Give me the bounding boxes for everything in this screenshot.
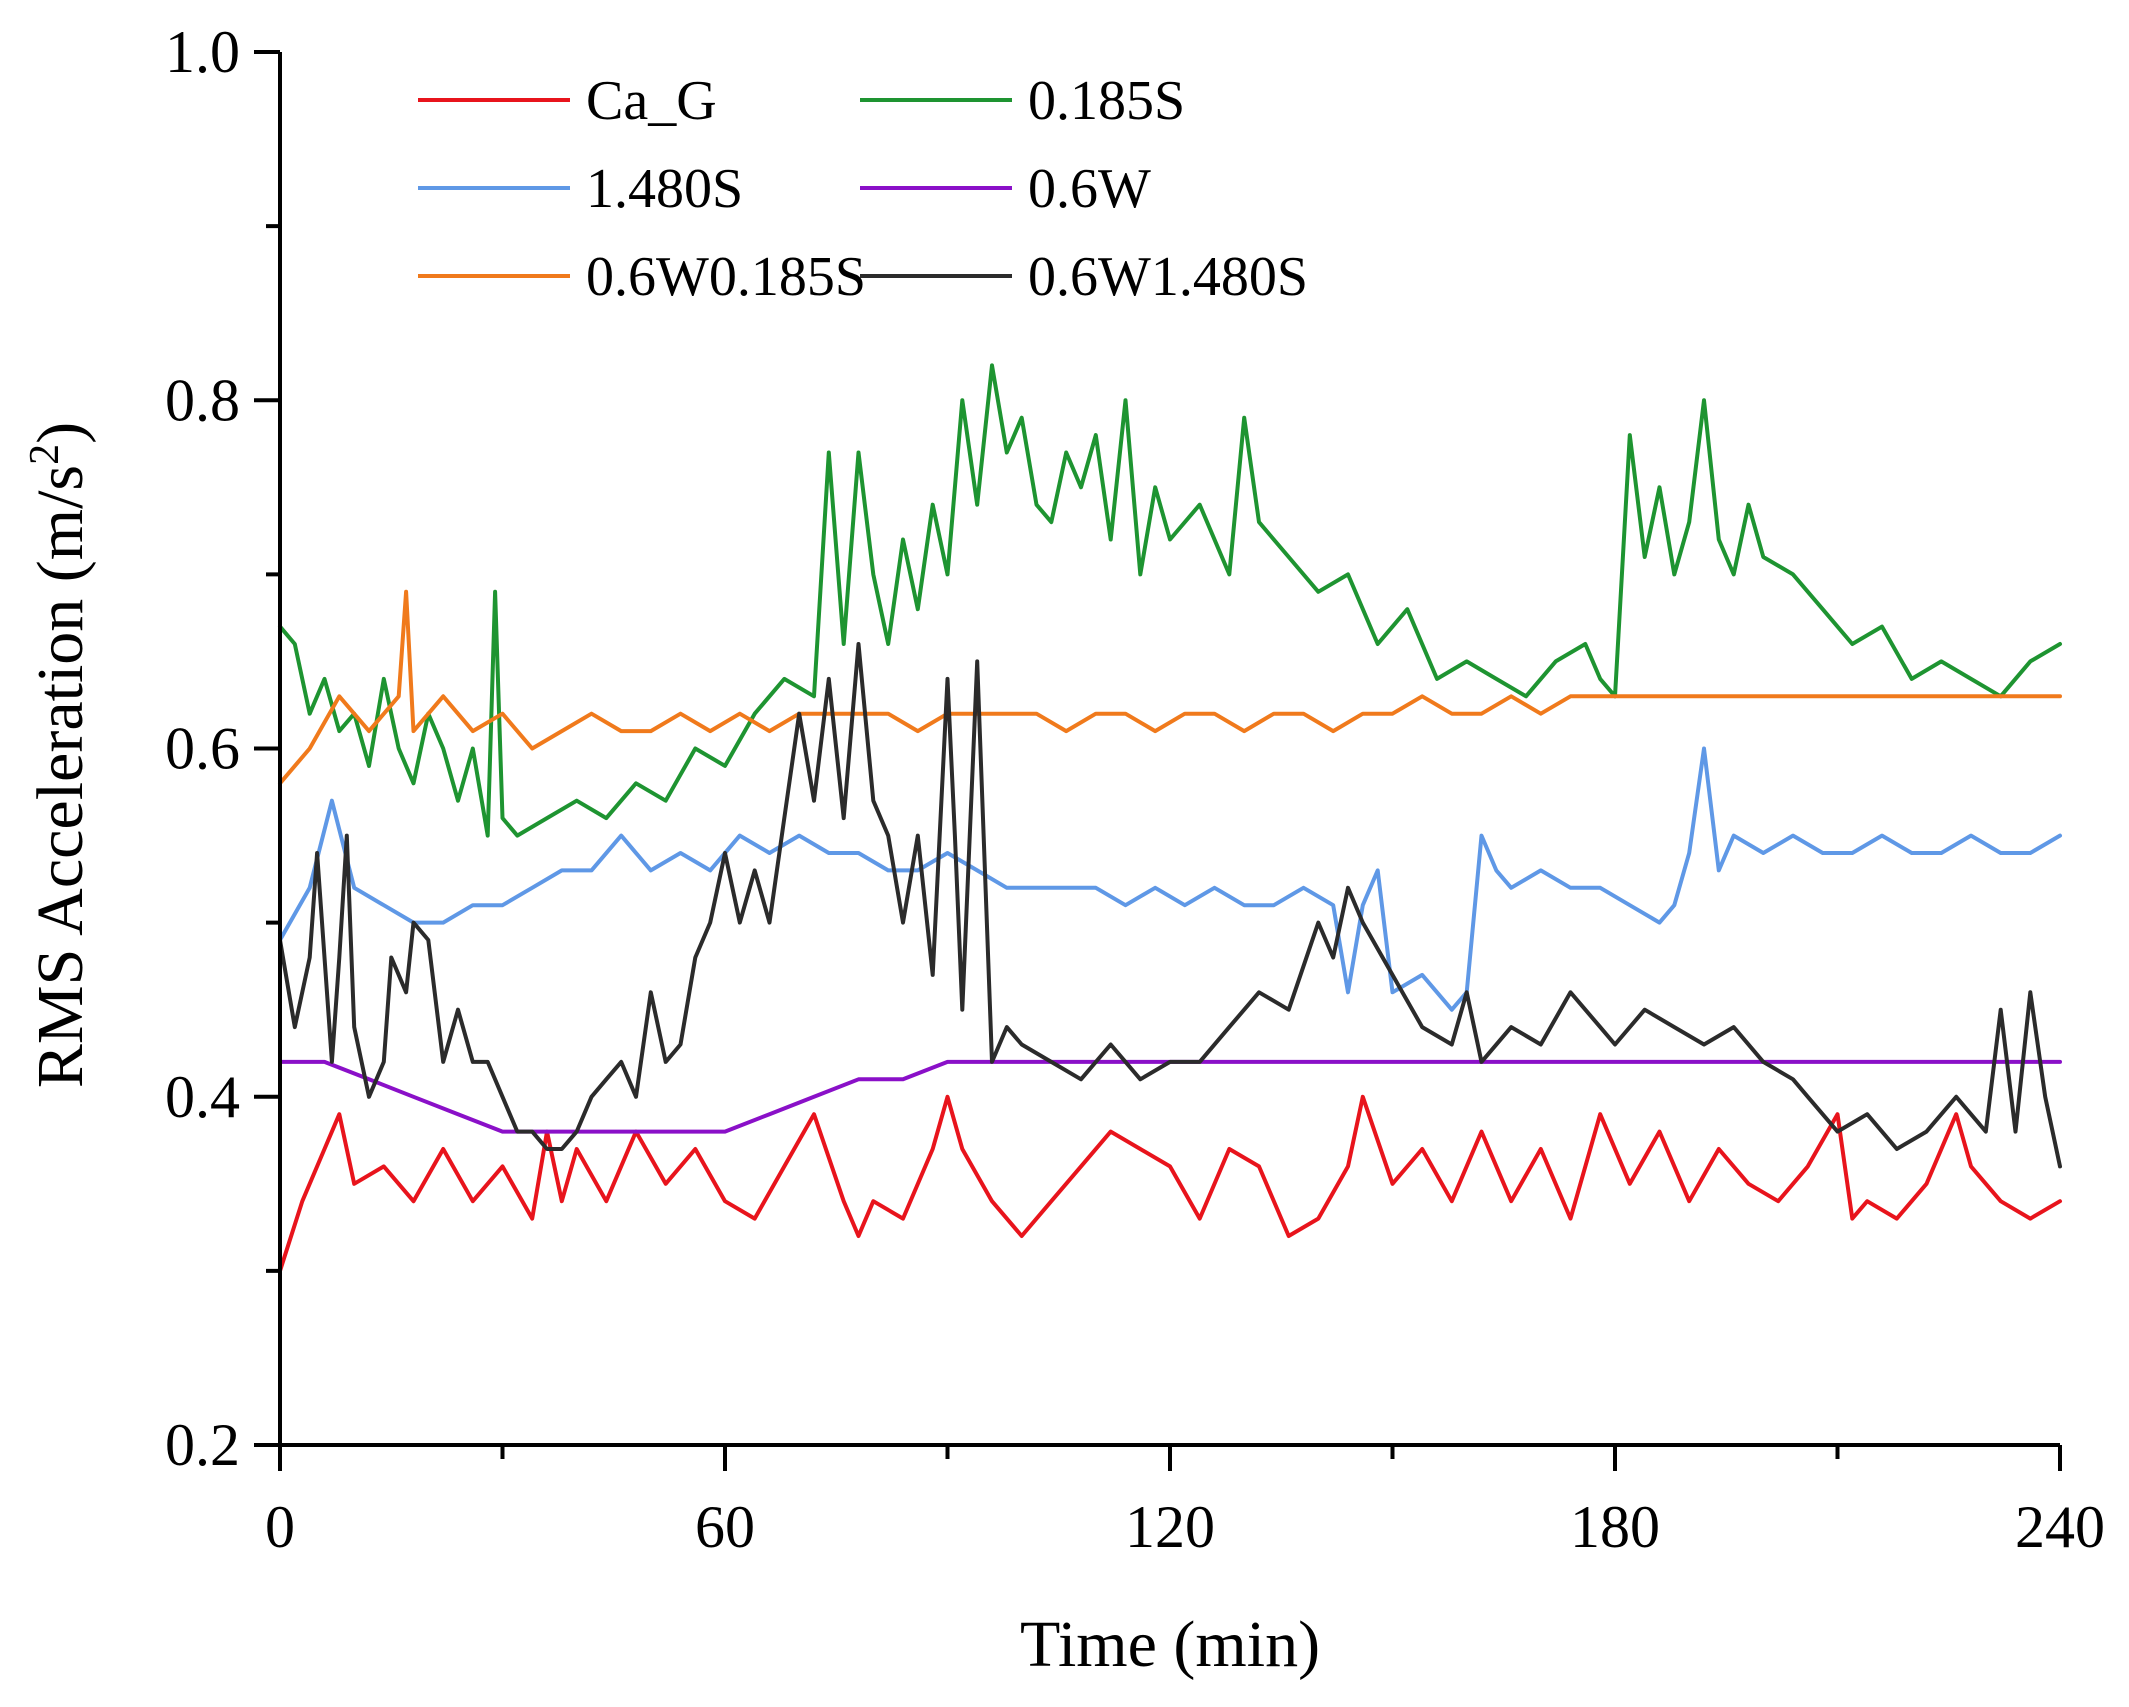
legend-label: 0.185S [1028, 70, 1185, 132]
y-axis-title-main: RMS Acceleration (m/s [24, 465, 97, 1088]
legend-item-0-185s: 0.185S [860, 70, 1185, 132]
legend-item-0-6w: 0.6W [860, 158, 1151, 220]
legend-item-0-6w1-480s: 0.6W1.480S [860, 246, 1308, 308]
y-axis-title-superscript: 2 [22, 444, 68, 465]
series-line-0-185s [278, 363, 2062, 838]
legend-label: 1.480S [586, 158, 743, 220]
x-axis-title: Time (min) [1020, 1608, 1320, 1681]
x-tick-label: 240 [2015, 1494, 2105, 1560]
series-layer [278, 363, 2062, 1273]
series-line-0-6w1-480s [278, 642, 2062, 1169]
x-tick-label: 120 [1125, 1494, 1215, 1560]
y-tick-label: 1.0 [165, 19, 240, 85]
legend-item-1-480s: 1.480S [418, 158, 743, 220]
y-tick-label: 0.4 [165, 1064, 240, 1130]
series-line-ca-g [278, 1094, 2062, 1273]
legend-label: 0.6W1.480S [1028, 246, 1308, 308]
series-line-0-6w [278, 1059, 2062, 1134]
y-tick-label: 0.6 [165, 716, 240, 782]
x-ticks: 0 60 120 180 240 [265, 1445, 2105, 1560]
legend-label: Ca_G [586, 70, 717, 132]
legend-item-ca-g: Ca_G [418, 70, 717, 132]
series-line-0-6w0-185s [278, 589, 2062, 786]
legend-label: 0.6W [1028, 158, 1151, 220]
legend-item-0-6w0-185s: 0.6W0.185S [418, 246, 866, 308]
series-line-1-480s [278, 746, 2062, 1012]
x-tick-label: 60 [695, 1494, 755, 1560]
x-tick-label: 180 [1570, 1494, 1660, 1560]
legend-label: 0.6W0.185S [586, 246, 866, 308]
y-tick-label: 0.8 [165, 367, 240, 433]
x-tick-label: 0 [265, 1494, 295, 1560]
y-tick-label: 0.2 [165, 1412, 240, 1478]
y-axis-title: RMS Acceleration (m/s2) [22, 422, 97, 1088]
y-axis-title-close: ) [24, 422, 97, 444]
y-ticks: 0.2 0.4 0.6 0.8 1.0 [165, 19, 280, 1478]
legend: Ca_G 0.185S 1.480S 0.6W 0.6W0.185S 0.6W1.480S [418, 70, 1308, 308]
